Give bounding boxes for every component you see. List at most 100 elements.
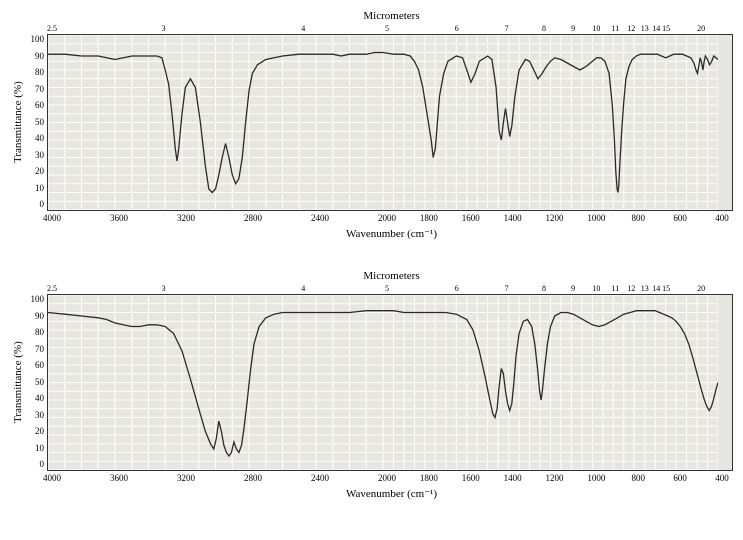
x-tick: 1000 [587, 213, 605, 223]
spectrum-svg [48, 295, 718, 470]
top-tick: 5 [385, 24, 389, 33]
top-tick: 8 [542, 24, 546, 33]
top-tick: 6 [455, 284, 459, 293]
plot-area [47, 34, 733, 211]
y-tick: 20 [24, 166, 44, 176]
y-tick: 40 [24, 393, 44, 403]
top-tick: 3 [162, 284, 166, 293]
top-tick: 11 [612, 284, 620, 293]
y-ticks: 1009080706050403020100 [24, 294, 47, 469]
top-axis-label: Micrometers [50, 10, 733, 22]
plot-area [47, 294, 733, 471]
spectrum-svg [48, 35, 718, 210]
y-tick: 100 [24, 294, 44, 304]
top-tick: 12 [627, 24, 635, 33]
y-tick: 100 [24, 34, 44, 44]
x-tick: 4000 [43, 213, 61, 223]
x-tick: 2400 [311, 473, 329, 483]
top-tick: 12 [627, 284, 635, 293]
x-tick: 1800 [420, 213, 438, 223]
y-tick: 60 [24, 100, 44, 110]
top-tick: 10 [592, 24, 600, 33]
top-tick: 20 [697, 24, 705, 33]
y-tick: 90 [24, 311, 44, 321]
top-tick: 11 [612, 24, 620, 33]
y-tick: 20 [24, 426, 44, 436]
x-tick: 3200 [177, 473, 195, 483]
top-tick: 3 [162, 24, 166, 33]
top-tick: 9 [571, 24, 575, 33]
top-axis-label: Micrometers [50, 270, 733, 282]
y-tick: 70 [24, 344, 44, 354]
x-tick: 1600 [462, 213, 480, 223]
y-tick: 80 [24, 67, 44, 77]
y-tick: 40 [24, 133, 44, 143]
grid-lines [48, 295, 718, 470]
y-tick: 30 [24, 150, 44, 160]
x-tick: 3600 [110, 473, 128, 483]
x-tick: 400 [715, 213, 729, 223]
top-tick: 9 [571, 284, 575, 293]
x-ticks: 4000360032002800240020001800160014001200… [52, 473, 722, 485]
ir-spectrum-chart: Micrometers 2.5 3 4 5 6 7 8 9 10 11 12 131415 20 Tra… [10, 10, 733, 240]
y-tick: 10 [24, 183, 44, 193]
y-tick: 90 [24, 51, 44, 61]
top-tick: 4 [301, 24, 305, 33]
top-tick: 4 [301, 284, 305, 293]
x-tick: 1600 [462, 473, 480, 483]
top-tick: 2.5 [47, 284, 57, 293]
x-tick: 1200 [546, 473, 564, 483]
y-axis-label: Transmittance (%) [10, 294, 24, 471]
grid-lines [48, 35, 718, 210]
y-tick: 30 [24, 410, 44, 420]
y-tick: 0 [24, 459, 44, 469]
y-tick: 0 [24, 199, 44, 209]
top-tick: 5 [385, 284, 389, 293]
x-tick: 3600 [110, 213, 128, 223]
x-tick: 2800 [244, 213, 262, 223]
top-tick: 20 [697, 284, 705, 293]
x-tick: 1400 [504, 473, 522, 483]
x-tick: 4000 [43, 473, 61, 483]
top-tick: 8 [542, 284, 546, 293]
top-tick: 7 [505, 284, 509, 293]
x-axis-label: Wavenumber (cm⁻¹) [50, 227, 733, 240]
top-tick: 13 [641, 24, 649, 33]
top-ticks: 2.5345678910111213141520 [52, 24, 722, 34]
top-tick: 2.5 [47, 24, 57, 33]
top-tick: 10 [592, 284, 600, 293]
x-tick: 800 [632, 213, 646, 223]
top-tick: 15 [662, 24, 670, 33]
x-tick: 400 [715, 473, 729, 483]
x-tick: 600 [673, 213, 687, 223]
y-ticks: 1009080706050403020100 [24, 34, 47, 209]
top-ticks: 2.5345678910111213141520 [52, 284, 722, 294]
x-tick: 600 [673, 473, 687, 483]
top-tick: 6 [455, 24, 459, 33]
top-tick: 15 [662, 284, 670, 293]
x-tick: 2000 [378, 213, 396, 223]
x-tick: 1200 [546, 213, 564, 223]
y-axis-label: Transmittance (%) [10, 34, 24, 211]
x-tick: 1000 [587, 473, 605, 483]
top-tick: 14 [652, 24, 660, 33]
x-tick: 800 [632, 473, 646, 483]
x-tick: 1400 [504, 213, 522, 223]
x-axis-label: Wavenumber (cm⁻¹) [50, 487, 733, 500]
y-tick: 10 [24, 443, 44, 453]
top-tick: 14 [652, 284, 660, 293]
x-tick: 2800 [244, 473, 262, 483]
ir-spectrum-chart: Micrometers 2.5 3 4 5 6 7 8 9 10 11 12 131415 20 Tra… [10, 270, 733, 500]
y-tick: 60 [24, 360, 44, 370]
x-tick: 1800 [420, 473, 438, 483]
top-tick: 7 [505, 24, 509, 33]
y-tick: 70 [24, 84, 44, 94]
x-tick: 2400 [311, 213, 329, 223]
top-tick: 13 [641, 284, 649, 293]
x-tick: 3200 [177, 213, 195, 223]
y-tick: 50 [24, 377, 44, 387]
x-tick: 2000 [378, 473, 396, 483]
y-tick: 50 [24, 117, 44, 127]
x-ticks: 4000360032002800240020001800160014001200… [52, 213, 722, 225]
y-tick: 80 [24, 327, 44, 337]
